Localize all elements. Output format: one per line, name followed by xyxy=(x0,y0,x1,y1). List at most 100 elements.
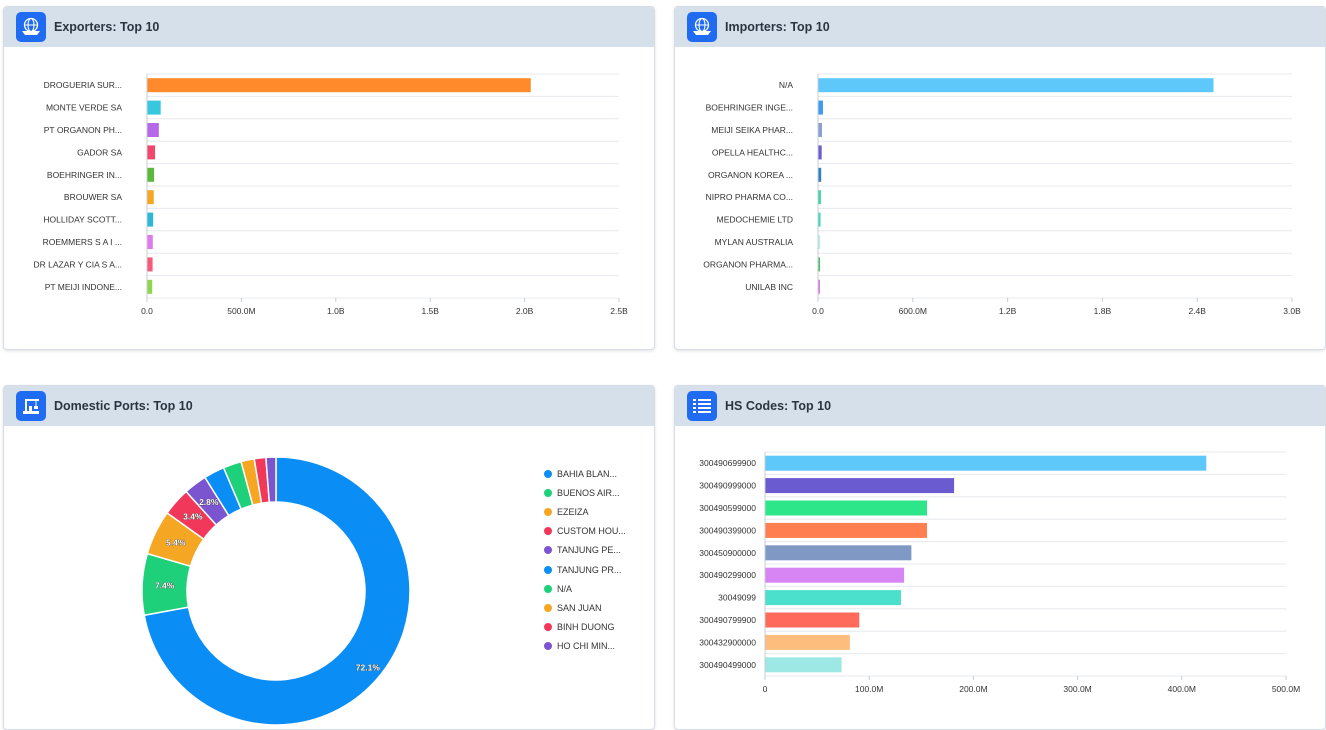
x-tick-label: 0 xyxy=(763,684,768,694)
exporters-chart: DROGUERIA SUR... MONTE VERDE SA PT ORGANON… xyxy=(34,73,628,316)
x-tick-label: 300.0M xyxy=(1063,684,1091,694)
legend-label: SAN JUAN xyxy=(557,602,602,613)
category-label: DROGUERIA SUR... xyxy=(44,80,122,90)
legend-dot-icon xyxy=(544,565,552,574)
legend-label: TANJUNG PE... xyxy=(557,545,621,556)
donut-slice[interactable] xyxy=(265,456,277,504)
bar[interactable] xyxy=(818,257,821,272)
hs-codes-header: HS Codes: Top 10 xyxy=(675,386,1325,426)
bar[interactable] xyxy=(765,657,842,673)
category-label: ORGANON PHARMA... xyxy=(703,259,793,269)
slice-data-label: 5.4% xyxy=(166,537,186,547)
legend-item[interactable]: BINH DUONG xyxy=(542,618,626,637)
legend-label: HO CHI MIN... xyxy=(557,641,615,652)
category-label: OPELLA HEALTHC... xyxy=(712,147,793,157)
donut-slice[interactable] xyxy=(143,456,411,726)
bar[interactable] xyxy=(818,235,821,249)
legend-item[interactable]: BAHIA BLAN... xyxy=(542,464,626,483)
importers-card: Importers: Top 10 N/A BOEHRINGER INGE... M… xyxy=(674,6,1326,350)
x-tick-label: 2.4B xyxy=(1188,306,1206,316)
legend-label: N/A xyxy=(557,583,573,594)
bar[interactable] xyxy=(765,500,928,516)
bar[interactable] xyxy=(147,100,161,115)
legend-dot-icon xyxy=(544,623,552,632)
bar[interactable] xyxy=(147,123,159,137)
exporters-card: Exporters: Top 10 DROGUERIA SUR... MONTE … xyxy=(3,6,655,350)
legend-item[interactable]: TANJUNG PE... xyxy=(542,541,626,560)
x-tick-label: 500.0M xyxy=(1272,684,1300,694)
category-label: UNILAB INC xyxy=(745,282,793,292)
bar[interactable] xyxy=(818,212,821,227)
list-icon xyxy=(687,391,717,421)
category-label: BOEHRINGER INGE... xyxy=(706,103,793,113)
port-crane-icon xyxy=(16,391,46,421)
legend-item[interactable]: N/A xyxy=(542,579,626,598)
bar[interactable] xyxy=(818,190,821,205)
legend-dot-icon xyxy=(544,488,552,497)
globe-ship-icon xyxy=(687,12,717,42)
hs-codes-card: HS Codes: Top 10 300490699900 30049099900… xyxy=(674,385,1326,730)
bar[interactable] xyxy=(818,145,822,160)
bar[interactable] xyxy=(765,455,1207,471)
bar[interactable] xyxy=(147,167,155,182)
bar[interactable] xyxy=(765,634,850,650)
category-label: DR LAZAR Y CIA S A... xyxy=(34,259,123,269)
slice-data-label: 2.8% xyxy=(199,497,219,507)
legend-item[interactable]: SAN JUAN xyxy=(542,598,626,617)
bar[interactable] xyxy=(147,279,153,294)
category-label: 300490499000 xyxy=(699,660,756,670)
bar[interactable] xyxy=(818,167,822,182)
bar[interactable] xyxy=(147,235,153,249)
legend-item[interactable]: CUSTOM HOU... xyxy=(542,522,626,541)
bar[interactable] xyxy=(147,257,153,272)
bar[interactable] xyxy=(147,78,531,93)
bar[interactable] xyxy=(818,78,1214,93)
bar[interactable] xyxy=(765,478,955,494)
legend-label: TANJUNG PR... xyxy=(557,564,622,575)
bar[interactable] xyxy=(765,545,912,561)
x-tick-label: 3.0B xyxy=(1283,306,1301,316)
bar[interactable] xyxy=(765,590,901,606)
slice-data-label: 3.4% xyxy=(183,512,203,522)
category-label: 300490999000 xyxy=(699,481,756,491)
category-label: MYLAN AUSTRALIA xyxy=(715,237,794,247)
legend-dot-icon xyxy=(544,642,552,651)
x-tick-label: 400.0M xyxy=(1168,684,1196,694)
bar[interactable] xyxy=(765,522,928,538)
legend-item[interactable]: EZEIZA xyxy=(542,502,626,521)
legend-dot-icon xyxy=(544,469,552,478)
bar[interactable] xyxy=(765,567,905,583)
legend-item[interactable]: BUENOS AIR... xyxy=(542,483,626,502)
importers-chart: N/A BOEHRINGER INGE... MEIJI SEIKA PHAR...… xyxy=(703,73,1301,316)
slice-data-label: 7.4% xyxy=(155,580,175,590)
globe-ship-icon xyxy=(16,12,46,42)
x-tick-label: 2.5B xyxy=(610,306,628,316)
category-label: 300432900000 xyxy=(699,637,756,647)
legend-dot-icon xyxy=(544,507,552,516)
x-tick-label: 1.2B xyxy=(999,306,1017,316)
bar[interactable] xyxy=(147,145,156,160)
x-tick-label: 2.0B xyxy=(516,306,534,316)
bar[interactable] xyxy=(818,279,821,294)
category-label: 300490299000 xyxy=(699,570,756,580)
bar[interactable] xyxy=(765,612,860,628)
legend-item[interactable]: TANJUNG PR... xyxy=(542,560,626,579)
category-label: 300450900000 xyxy=(699,548,756,558)
legend-label: BUENOS AIR... xyxy=(557,487,620,498)
bar[interactable] xyxy=(147,190,154,205)
legend-dot-icon xyxy=(544,546,552,555)
bar[interactable] xyxy=(147,212,154,227)
category-label: 300490599000 xyxy=(699,503,756,513)
category-label: PT MEIJI INDONE... xyxy=(45,282,122,292)
bar[interactable] xyxy=(818,123,822,137)
x-tick-label: 0.0 xyxy=(812,306,824,316)
ports-donut-chart: 72.1% 7.4% 5.4% 3.4% 2.8% xyxy=(141,456,411,726)
legend-dot-icon xyxy=(544,584,552,593)
category-label: 300490399000 xyxy=(699,525,756,535)
category-label: ORGANON KOREA ... xyxy=(708,170,793,180)
legend-item[interactable]: HO CHI MIN... xyxy=(542,637,626,656)
importers-header: Importers: Top 10 xyxy=(675,7,1325,47)
category-label: N/A xyxy=(779,80,794,90)
bar[interactable] xyxy=(818,100,823,115)
category-label: 300490799900 xyxy=(699,615,756,625)
